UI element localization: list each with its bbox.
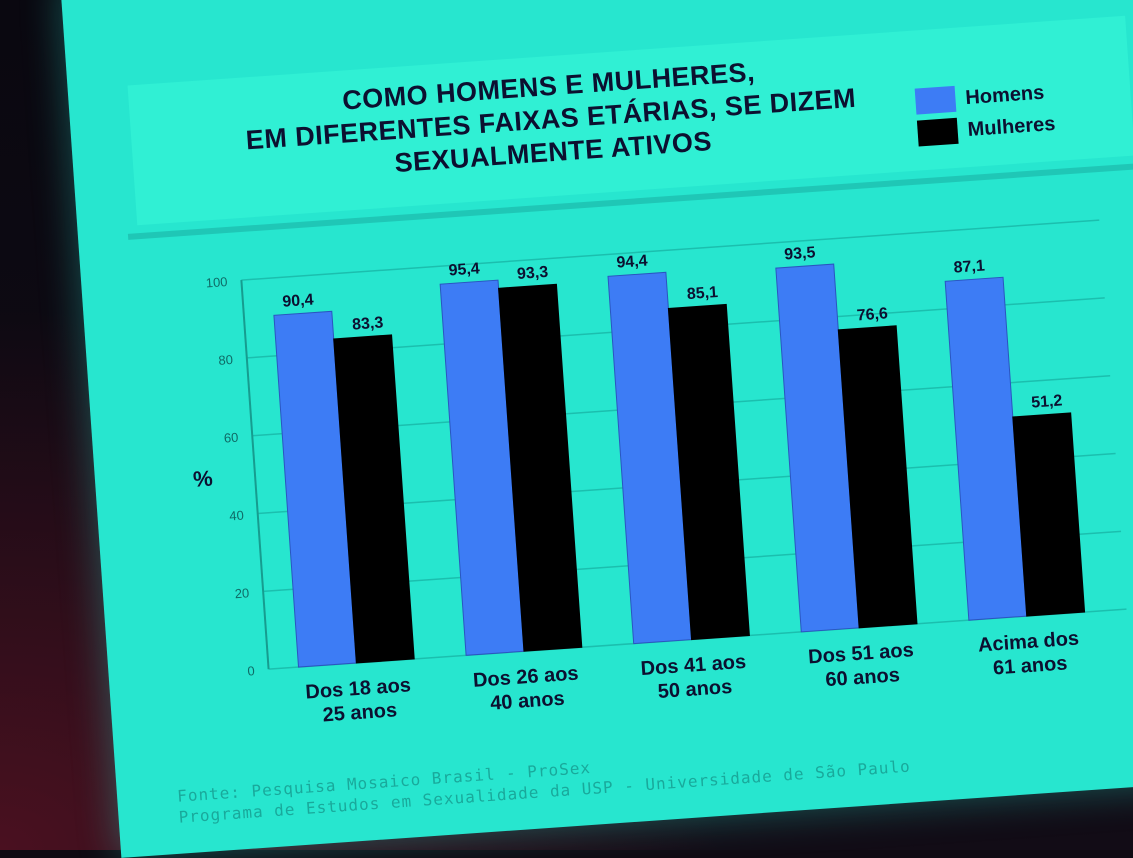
legend-swatch-mulheres xyxy=(916,117,959,147)
y-tick-label: 40 xyxy=(229,508,244,524)
y-tick-label: 100 xyxy=(205,274,228,290)
y-axis-label: % xyxy=(192,466,213,492)
y-tick-label: 80 xyxy=(218,352,233,368)
bar-mulheres xyxy=(333,334,415,664)
legend-item-mulheres: Mulheres xyxy=(916,113,1056,153)
legend-label-mulheres: Mulheres xyxy=(966,112,1057,142)
y-tick-label: 60 xyxy=(223,430,238,446)
bar-mulheres xyxy=(498,283,583,652)
x-category-label: 60 anos xyxy=(825,664,901,691)
data-label: 87,1 xyxy=(953,258,985,277)
legend-swatch-homens xyxy=(914,85,957,115)
y-tick-label: 20 xyxy=(234,585,249,601)
chart-title: COMO HOMENS E MULHERES, EM DIFERENTES FA… xyxy=(168,44,933,196)
data-label: 85,1 xyxy=(686,284,718,303)
data-label: 83,3 xyxy=(352,314,384,333)
data-label: 76,6 xyxy=(856,305,888,324)
y-axis-line xyxy=(240,280,270,670)
gridline xyxy=(241,219,1100,281)
x-category-label: 50 anos xyxy=(657,676,733,703)
bar-homens xyxy=(944,276,1028,621)
y-tick-label: 0 xyxy=(247,663,255,678)
bar-mulheres xyxy=(667,303,750,641)
x-category-label: 61 anos xyxy=(992,652,1068,679)
x-category-label: 40 anos xyxy=(490,688,566,715)
projected-slide: COMO HOMENS E MULHERES, EM DIFERENTES FA… xyxy=(60,0,1133,858)
bar-mulheres xyxy=(837,325,918,629)
data-label: 93,3 xyxy=(516,264,548,283)
data-label: 51,2 xyxy=(1031,392,1063,411)
data-label: 93,5 xyxy=(784,244,816,263)
x-category-label: 25 anos xyxy=(322,699,398,726)
data-label: 94,4 xyxy=(616,253,648,272)
bar-mulheres xyxy=(1012,412,1086,617)
data-label: 95,4 xyxy=(448,260,480,279)
data-label: 90,4 xyxy=(282,292,314,311)
legend-label-homens: Homens xyxy=(964,81,1045,110)
